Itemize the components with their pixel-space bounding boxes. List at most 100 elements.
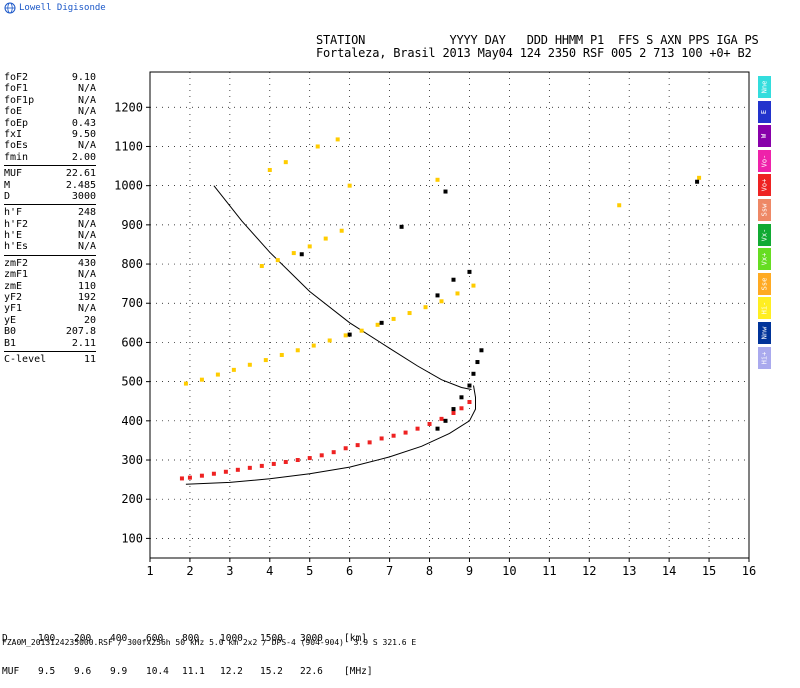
echo-point (235, 467, 240, 472)
param-row: zmF1 N/A (4, 269, 96, 280)
row-value: 9.6 (74, 665, 92, 677)
param-label: foEs (4, 140, 29, 152)
row-value: 100 (38, 633, 56, 644)
legend-item-sse: Sse (758, 272, 771, 295)
echo-point (275, 258, 280, 263)
legend-label: Hi+ (760, 351, 769, 364)
echo-point (403, 430, 408, 435)
echo-point (323, 236, 328, 241)
legend-label: Ssw (760, 203, 769, 217)
legend-label: W (760, 134, 769, 139)
legend-item-e: E (758, 100, 771, 123)
param-row: foEs N/A (4, 140, 96, 151)
param-value: N/A (77, 83, 96, 95)
row-value: 22.6 (300, 665, 323, 677)
y-tick-label: 100 (121, 531, 143, 545)
echo-point (267, 167, 272, 172)
legend-label: E (760, 109, 769, 114)
echo-point (283, 459, 288, 464)
param-value: 207.8 (65, 326, 96, 338)
y-tick-label: 900 (121, 218, 143, 232)
param-row: fmin 2.00 (4, 152, 96, 163)
echo-point (283, 160, 288, 165)
param-value: N/A (77, 218, 96, 230)
echo-point (259, 463, 264, 468)
echo-point (355, 443, 360, 448)
param-value: N/A (77, 269, 96, 281)
y-tick-label: 500 (121, 375, 143, 389)
param-row: h'Es N/A (4, 241, 96, 252)
param-value: 22.61 (65, 168, 96, 180)
legend-label: Nne (760, 80, 769, 94)
echo-point (479, 348, 484, 353)
echo-point (183, 381, 188, 386)
echo-point (311, 343, 316, 348)
param-label: foF1p (4, 94, 35, 106)
row-value: 10.4 (146, 665, 169, 677)
ionogram-chart: 1 2 3 4 5 6 7 8 9 10 11 12 13 14 15 1610020030040050060… (114, 71, 756, 578)
param-value: 3000 (71, 190, 96, 202)
echo-point (439, 416, 444, 421)
echo-point (295, 458, 300, 463)
echo-point (367, 440, 372, 445)
echo-point (343, 333, 348, 338)
echo-point (423, 305, 428, 310)
param-row: h'F2 N/A (4, 219, 96, 230)
echo-point (211, 471, 216, 476)
row-value: 600 (146, 633, 164, 644)
param-value: N/A (77, 230, 96, 242)
param-label: zmF2 (4, 257, 29, 269)
param-label: fxI (4, 128, 23, 140)
param-label: foF2 (4, 72, 29, 83)
param-label: D (4, 190, 11, 202)
y-tick-label: 1200 (114, 100, 143, 114)
param-label: B1 (4, 337, 17, 349)
echo-point (199, 377, 204, 382)
row-value: 1500 (260, 633, 283, 644)
row-value: 12.2 (220, 665, 243, 677)
x-tick-label: 10 (502, 564, 516, 578)
legend-label: Vx- (760, 228, 769, 241)
echo-point (347, 183, 352, 188)
x-tick-label: 11 (542, 564, 556, 578)
row-value: 800 (182, 633, 200, 644)
legend-item-w: W (758, 125, 771, 148)
plot-frame (149, 71, 750, 559)
echo-point (295, 348, 300, 353)
echo-point (343, 446, 348, 451)
y-tick-label: 300 (121, 453, 143, 467)
echo-point (435, 177, 440, 182)
echo-point (279, 352, 284, 357)
param-row: foF2 9.10 (4, 72, 96, 83)
scaled-parameters-panel: foF2 9.10 foF1 N/A foF1p N/A foE N/A foEp 0.43 fxI… (4, 72, 96, 365)
echo-point (467, 400, 472, 405)
x-tick-label: 9 (466, 564, 473, 578)
echo-points-layer (179, 137, 702, 481)
echo-point (451, 410, 456, 415)
x-tick-label: 13 (622, 564, 636, 578)
legend-item-vx: Vx+ (758, 248, 771, 271)
echo-point (451, 407, 456, 412)
param-label: yF2 (4, 292, 23, 304)
param-value: 0.43 (71, 117, 96, 129)
param-value: 20 (83, 314, 96, 326)
legend-label: Vo+ (760, 179, 769, 192)
echo-point (315, 144, 320, 149)
row-value: 15.2 (260, 665, 283, 677)
echo-point (307, 456, 312, 461)
echo-point (439, 299, 444, 304)
echo-point (467, 383, 472, 388)
footer-file-info: FZA0M_2013124235000.RSF / 300fx256h 50 k… (2, 638, 417, 647)
echo-point (379, 320, 384, 325)
echo-point (399, 224, 404, 229)
echo-point (471, 371, 476, 376)
param-value: 192 (77, 292, 96, 304)
echo-point (455, 291, 460, 296)
legend-colorbar: Nne E W Vo- Vo+ Ssw Vx- Vx+ Sse Hi- Nnw Hi+ (758, 76, 772, 371)
muf-row: MUF 9.5 9.6 9.9 10.4 11.1 12.2 15.2 22.6 [MHz] (2, 665, 373, 678)
echo-point (331, 450, 336, 455)
param-value: 248 (77, 207, 96, 219)
param-row: foF1p N/A (4, 95, 96, 106)
param-label: h'F2 (4, 218, 29, 230)
echo-point (391, 433, 396, 438)
